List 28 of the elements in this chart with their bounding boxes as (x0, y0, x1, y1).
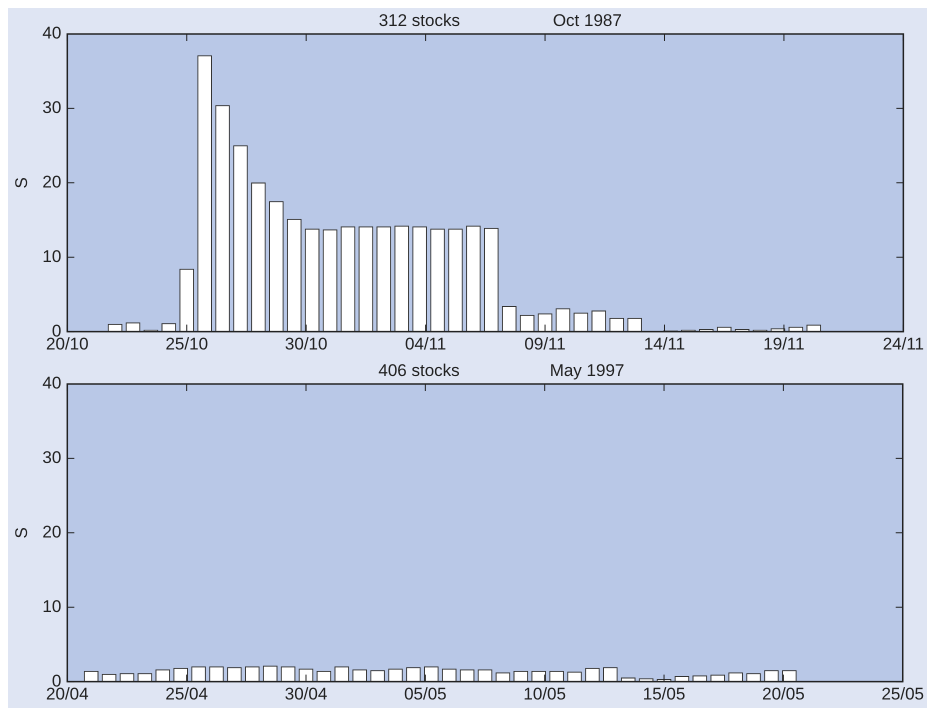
y-tick-label: 40 (42, 374, 62, 393)
y-tick-label: 10 (42, 246, 62, 266)
x-tick-label: 05/05 (404, 684, 447, 704)
x-tick-label: 19/11 (763, 334, 805, 354)
y-tick-label: 20 (42, 172, 62, 192)
x-tick-label: 25/04 (165, 684, 208, 704)
x-tick-label: 25/05 (881, 684, 924, 704)
x-tick-label: 25/10 (165, 334, 208, 354)
chart-subtitle: Oct 1987 (552, 11, 622, 30)
y-tick-label: 30 (42, 98, 62, 118)
y-tick-label: 20 (42, 522, 62, 542)
chart-title: 312 stocks (378, 11, 460, 30)
x-tick-label: 24/11 (882, 334, 924, 354)
x-tick-label: 20/05 (762, 684, 805, 704)
x-tick-label: 30/04 (284, 684, 328, 704)
x-tick-label: 30/10 (284, 334, 328, 354)
y-tick-label: 40 (42, 24, 62, 43)
x-tick-label: 14/11 (644, 334, 686, 354)
chart-subtitle: May 1997 (550, 361, 624, 380)
x-tick-label: 15/05 (642, 684, 686, 704)
chart-title: 406 stocks (378, 361, 460, 380)
x-tick-label: 04/11 (404, 334, 446, 354)
x-tick-label: 09/11 (524, 334, 566, 354)
x-tick-label: 10/05 (523, 684, 566, 704)
y-tick-label: 10 (42, 596, 62, 616)
y-axis-title: S (12, 177, 31, 188)
y-axis-title: S (12, 527, 31, 538)
y-tick-label: 30 (42, 448, 62, 468)
